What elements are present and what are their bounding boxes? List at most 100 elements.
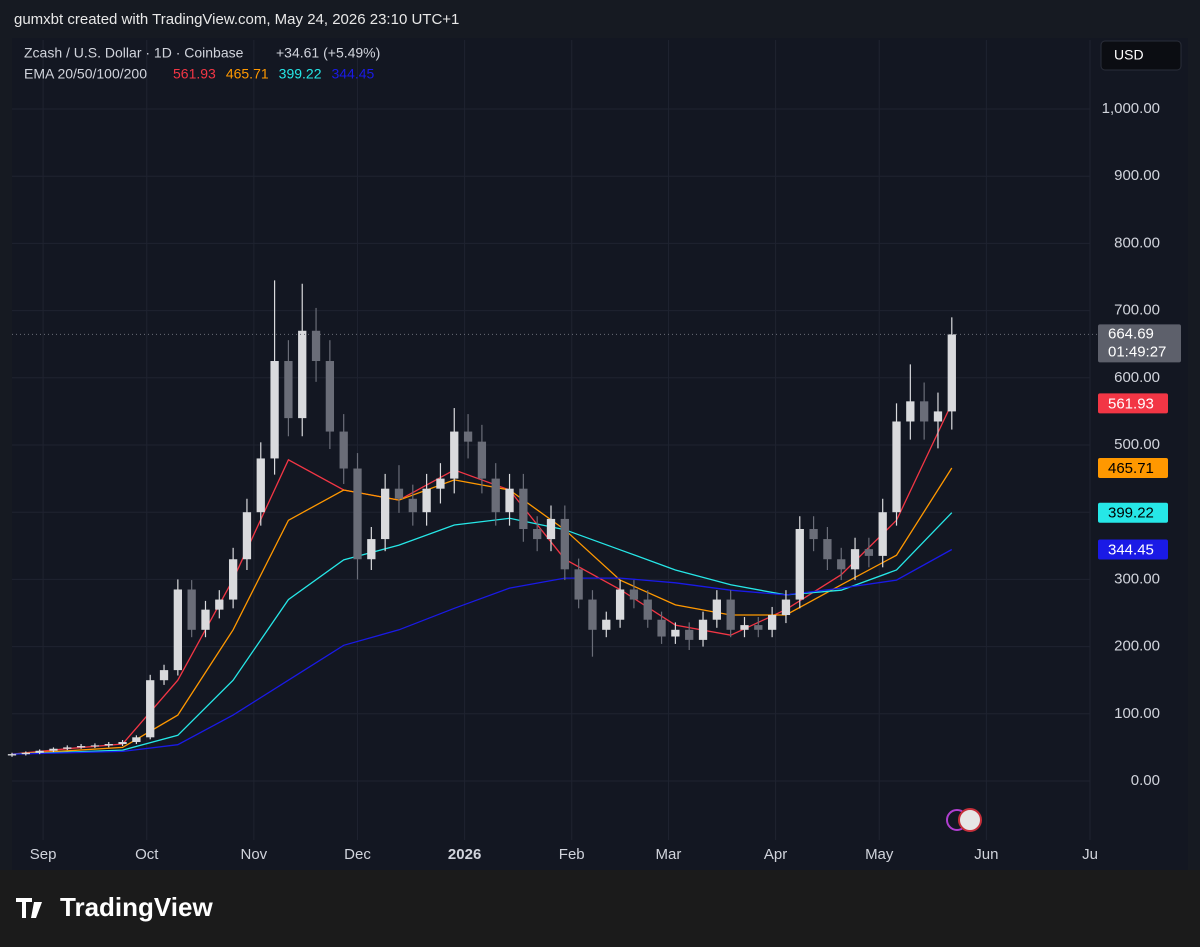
ema-tag-value: 561.93 (1108, 395, 1154, 412)
candle-body (892, 421, 901, 513)
candle-body (491, 478, 500, 513)
x-tick-label: Nov (241, 846, 268, 863)
x-tick-label: Sep (30, 846, 57, 863)
ema-value: 561.93 (173, 66, 216, 82)
candle-body (671, 629, 680, 637)
x-tick-label: Apr (764, 846, 787, 863)
price-tag-value: 664.69 (1108, 325, 1154, 342)
indicator-values: 561.93 465.71 399.22 344.45 (173, 66, 375, 82)
candle-body (726, 599, 735, 630)
candle-body (450, 431, 459, 479)
brand-logo (16, 898, 42, 918)
y-tick-label: 600.00 (1114, 369, 1160, 386)
footer-bar (0, 870, 1200, 947)
candle-body (754, 625, 763, 630)
candle-body (560, 518, 569, 570)
candle-body (795, 529, 804, 600)
candle-body (339, 431, 348, 469)
candle-body (367, 539, 376, 560)
y-tick-label: 900.00 (1114, 167, 1160, 184)
candle-body (920, 401, 929, 422)
x-tick-label: Oct (135, 846, 159, 863)
candle-body (228, 559, 238, 600)
candle-body (436, 478, 445, 489)
candle-body (353, 468, 362, 560)
candle-body (49, 748, 58, 751)
y-tick-label: 1,000.00 (1102, 100, 1160, 117)
ema-tag (1098, 393, 1168, 414)
ema-value: 465.71 (226, 66, 269, 82)
candle-body (781, 599, 791, 616)
candle-body (104, 744, 113, 746)
candle-body (643, 599, 652, 620)
candle-body (159, 670, 169, 681)
ema-value: 399.22 (279, 66, 322, 82)
candle-body (698, 619, 708, 640)
candle-body (76, 746, 86, 748)
candle-body (173, 589, 182, 671)
symbol-title: Zcash / U.S. Dollar · 1D · Coinbase (24, 45, 244, 61)
attribution: gumxbt created with TradingView.com, May… (14, 11, 459, 28)
candle-body (325, 361, 335, 432)
candle-body (809, 529, 818, 540)
candle-body (685, 629, 694, 640)
price-tag (1098, 324, 1181, 363)
currency-button[interactable] (1100, 40, 1182, 71)
chart-panel (12, 38, 1188, 870)
ema-tag (1098, 502, 1168, 523)
candle-body (629, 589, 639, 600)
candle-body (878, 512, 887, 556)
candle-body (505, 488, 514, 513)
candle-body (394, 488, 404, 499)
candle-body (477, 441, 487, 479)
candle-body (298, 330, 307, 419)
ema-tag-value: 344.45 (1108, 542, 1154, 559)
candle-body (118, 742, 127, 745)
candle-body (463, 431, 473, 442)
grid (12, 40, 1091, 840)
candle-body (201, 609, 210, 630)
candle-body (408, 498, 417, 513)
ema-tag-value: 399.22 (1108, 505, 1154, 522)
brand-name: TradingView (60, 892, 213, 922)
candle-body (7, 754, 17, 756)
ema-line (11, 548, 953, 755)
y-tick-label: 100.00 (1114, 705, 1160, 722)
candle-body (90, 745, 100, 747)
x-tick-label: Feb (559, 846, 585, 863)
candle-body (574, 569, 583, 600)
candle-body (823, 539, 832, 560)
candle-body (35, 750, 44, 753)
candle-body (947, 334, 956, 412)
candle-body (187, 589, 196, 630)
candle-body (546, 518, 556, 540)
y-tick-label: 800.00 (1114, 234, 1160, 251)
candle-body (215, 599, 224, 610)
event-flag-icon[interactable] (958, 808, 982, 832)
x-tick-label: 2026 (448, 846, 481, 863)
candle-body (933, 411, 943, 422)
candle-body (588, 599, 597, 630)
ema-value: 344.45 (331, 66, 374, 82)
x-tick-label: Dec (344, 846, 371, 863)
x-tick-label: May (865, 846, 894, 863)
candle-body (381, 488, 390, 540)
y-tick-label: 0.00 (1131, 772, 1160, 789)
candle-body (311, 330, 321, 362)
candle-body (21, 752, 30, 755)
axes: 0.00100.00200.00300.00400.00500.00600.00… (12, 100, 1181, 863)
candle-body (132, 737, 141, 743)
candle-body (533, 529, 542, 540)
candle-body (284, 361, 293, 419)
candle-body (602, 619, 611, 630)
candle-body (712, 599, 721, 620)
candle-body (519, 488, 528, 530)
candle-body (146, 680, 155, 738)
candles (7, 280, 956, 757)
candle-body (63, 747, 72, 749)
candle-body (767, 615, 777, 630)
x-tick-label: Jun (974, 846, 998, 863)
candle-body (242, 512, 252, 560)
y-tick-label: 500.00 (1114, 436, 1160, 453)
